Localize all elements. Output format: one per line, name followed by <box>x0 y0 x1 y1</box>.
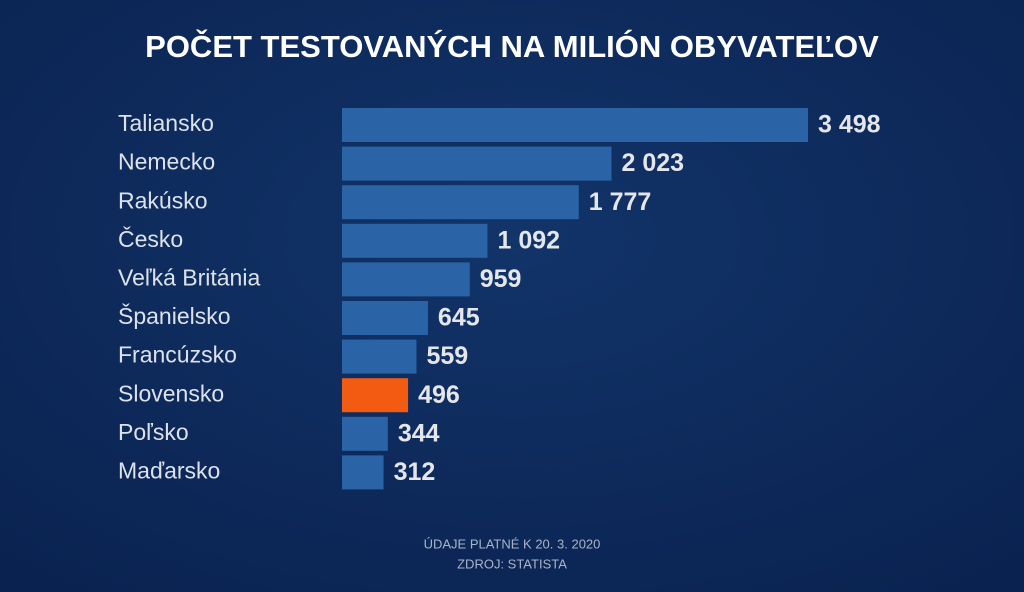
category-label: Slovensko <box>118 380 224 406</box>
bar <box>342 262 470 297</box>
value-label: 559 <box>426 342 468 370</box>
category-label: Poľsko <box>118 419 189 445</box>
value-label: 2 023 <box>622 149 685 177</box>
bar <box>342 455 384 490</box>
bar <box>342 146 612 181</box>
chart-title: POČET TESTOVANÝCH NA MILIÓN OBYVATEĽOV <box>145 28 879 64</box>
bar <box>342 185 579 220</box>
category-label: Rakúsko <box>118 187 207 213</box>
category-label: Francúzsko <box>118 342 237 368</box>
category-label: Česko <box>118 225 183 252</box>
value-label: 1 777 <box>589 188 652 216</box>
value-label: 645 <box>438 304 480 332</box>
bar <box>342 339 417 374</box>
value-label: 344 <box>398 419 440 447</box>
note: ÚDAJE PLATNÉ K 20. 3. 2020 <box>424 536 601 551</box>
category-label: Taliansko <box>118 110 214 136</box>
value-label: 1 092 <box>497 226 560 254</box>
category-label: Nemecko <box>118 149 215 175</box>
bar <box>342 108 808 142</box>
category-label: Maďarsko <box>118 457 220 483</box>
note: ZDROJ: STATISTA <box>457 556 567 571</box>
category-label: Veľká Británia <box>118 264 260 290</box>
value-label: 959 <box>480 265 522 293</box>
category-label: Španielsko <box>118 302 231 329</box>
bar <box>342 223 488 258</box>
value-label: 3 498 <box>818 111 881 139</box>
bar <box>342 378 409 413</box>
bar <box>342 416 388 451</box>
value-label: 312 <box>394 458 436 486</box>
value-label: 496 <box>418 381 460 409</box>
bar <box>342 301 428 335</box>
